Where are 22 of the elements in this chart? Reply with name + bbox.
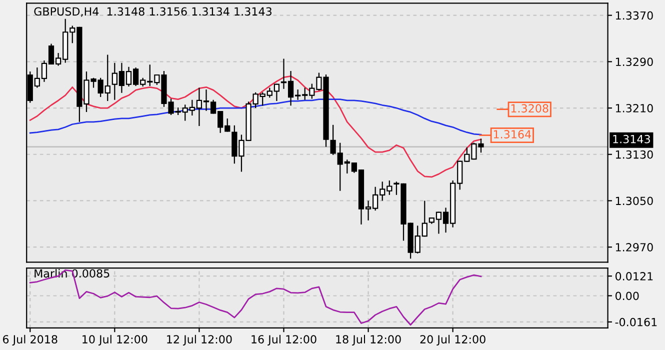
y-tick-label: 1.3370 (616, 11, 653, 20)
x-tick-label: 10 Jul 12:00 (82, 334, 148, 346)
y-tick-label: 1.3210 (616, 104, 653, 112)
y-tick-label: 1.2970 (616, 243, 653, 252)
x-tick-label: 6 Jul 2018 (2, 334, 58, 346)
x-tick-label: 16 Jul 12:00 (252, 334, 316, 346)
ref-line-label: 1.3143 (613, 134, 650, 144)
x-tick-label: 18 Jul 12:00 (336, 334, 401, 346)
x-tick-label: 20 Jul 12:00 (420, 334, 486, 346)
line-series (29, 98, 482, 136)
y-tick-label: 0.00 (615, 292, 639, 300)
chart-title: GBPUSD,H4 1.3148 1.3156 1.3134 1.3143 (34, 7, 272, 17)
y-tick-label: 1.3290 (616, 58, 653, 66)
text: 1.3208 (511, 104, 548, 113)
y-tick-label: 1.3130 (616, 150, 653, 159)
x-tick-label: 12 Jul 12:00 (167, 334, 232, 346)
text: 1.3164 (494, 130, 531, 138)
y-tick-label: -0.0161 (615, 318, 657, 326)
y-tick-label: 1.3050 (616, 196, 653, 206)
line-series (29, 75, 482, 178)
y-tick-label: 0.0121 (615, 272, 653, 280)
line-series (29, 269, 482, 326)
